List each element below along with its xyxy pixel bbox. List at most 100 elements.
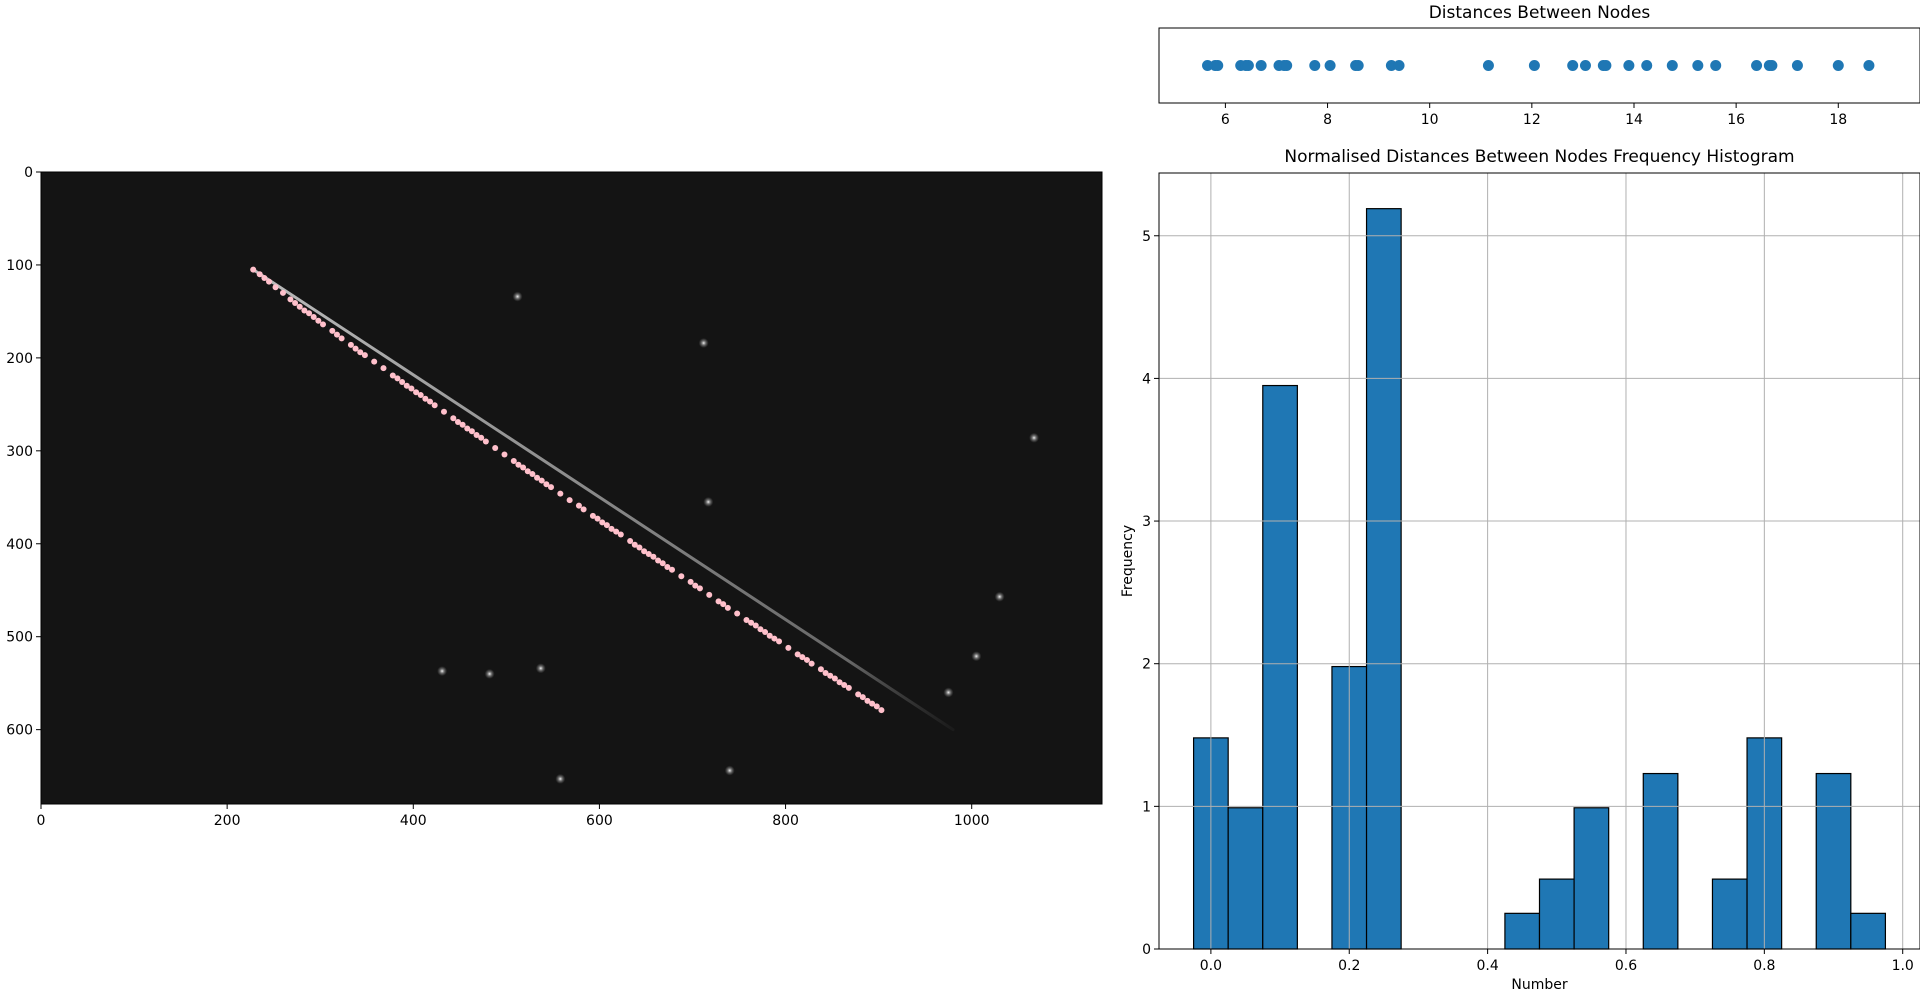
distance-point-18 xyxy=(1567,60,1579,71)
star-8 xyxy=(1029,432,1040,443)
node-marker-23 xyxy=(389,372,396,379)
node-marker-65 xyxy=(631,541,638,548)
distance-point-6 xyxy=(1255,60,1267,71)
node-marker-29 xyxy=(417,392,424,399)
hist-ytick-label-5: 5 xyxy=(1142,229,1151,245)
node-marker-104 xyxy=(859,694,866,701)
histogram-ylabel: Frequency xyxy=(1120,525,1136,597)
star-7 xyxy=(994,591,1005,602)
node-marker-10 xyxy=(306,310,313,317)
node-marker-36 xyxy=(459,421,466,428)
distance-point-15 xyxy=(1393,60,1405,71)
node-marker-34 xyxy=(450,415,457,422)
node-marker-31 xyxy=(427,398,434,405)
distance-point-31 xyxy=(1832,60,1844,71)
distance-point-32 xyxy=(1863,60,1875,71)
star-2 xyxy=(437,666,448,677)
distance-point-13 xyxy=(1352,60,1364,71)
node-marker-73 xyxy=(669,566,676,573)
node-marker-101 xyxy=(841,682,848,689)
node-marker-18 xyxy=(352,345,359,352)
node-marker-12 xyxy=(315,317,322,324)
node-marker-42 xyxy=(492,445,499,452)
distance-point-2 xyxy=(1212,60,1224,71)
distance-point-9 xyxy=(1281,60,1293,71)
node-marker-40 xyxy=(478,434,485,441)
node-marker-92 xyxy=(794,651,801,658)
node-marker-47 xyxy=(524,468,531,475)
node-marker-4 xyxy=(272,284,279,291)
node-marker-96 xyxy=(817,666,824,673)
node-marker-55 xyxy=(575,502,582,509)
node-marker-21 xyxy=(371,358,378,365)
image-xtick-label-3: 600 xyxy=(586,813,613,829)
node-marker-76 xyxy=(692,582,699,589)
distance-point-19 xyxy=(1579,60,1591,71)
distance-point-14 xyxy=(1385,60,1397,71)
node-marker-70 xyxy=(655,557,662,564)
histogram-bar-11 xyxy=(1815,772,1852,950)
node-marker-59 xyxy=(599,519,606,526)
node-marker-68 xyxy=(645,550,652,557)
distances-strip-panel: Distances Between Nodes 6 8 10 12 14 16 18 xyxy=(1158,3,1920,128)
node-marker-50 xyxy=(538,477,545,484)
distance-point-0 xyxy=(1202,60,1214,71)
node-marker-46 xyxy=(520,464,527,471)
node-marker-7 xyxy=(292,300,299,307)
image-frame xyxy=(40,171,1103,805)
node-marker-49 xyxy=(534,474,541,481)
strip-xtick-label-2: 10 xyxy=(1421,112,1439,128)
distance-point-17 xyxy=(1528,60,1540,71)
node-marker-28 xyxy=(413,389,420,396)
image-xtick-label-5: 1000 xyxy=(954,813,990,829)
node-marker-90 xyxy=(776,638,783,645)
hist-ytick-label-4: 4 xyxy=(1142,371,1151,387)
node-marker-2 xyxy=(261,274,268,281)
distance-point-29 xyxy=(1766,60,1778,71)
node-marker-5 xyxy=(279,289,286,296)
node-marker-30 xyxy=(422,395,429,402)
image-ytick-label-0: 0 xyxy=(24,165,33,181)
node-marker-13 xyxy=(320,321,327,328)
node-marker-14 xyxy=(329,327,336,334)
distance-point-16 xyxy=(1482,60,1494,71)
strip-xtick-label-1: 8 xyxy=(1323,112,1332,128)
histogram-bar-8 xyxy=(1642,772,1679,950)
hist-xtick-label-5: 1.0 xyxy=(1892,958,1914,974)
node-marker-74 xyxy=(678,573,685,580)
image-background xyxy=(41,172,1102,804)
node-marker-43 xyxy=(501,451,508,458)
strip-title: Distances Between Nodes xyxy=(1429,3,1651,23)
node-marker-6 xyxy=(287,296,294,303)
hist-ytick-label-3: 3 xyxy=(1142,514,1151,530)
node-marker-80 xyxy=(720,601,727,608)
distance-point-10 xyxy=(1309,60,1321,71)
node-marker-75 xyxy=(687,578,694,585)
node-marker-53 xyxy=(557,490,564,497)
star-6 xyxy=(971,651,982,662)
node-marker-38 xyxy=(468,428,475,435)
image-xtick-label-1: 200 xyxy=(214,813,241,829)
strip-xtick-label-0: 6 xyxy=(1221,112,1230,128)
node-marker-88 xyxy=(766,632,773,639)
node-marker-26 xyxy=(403,382,410,389)
star-10 xyxy=(724,765,735,776)
distance-point-21 xyxy=(1600,60,1612,71)
image-ytick-label-6: 600 xyxy=(6,723,33,739)
star-4 xyxy=(535,663,546,674)
image-ytick-label-4: 400 xyxy=(6,537,33,553)
hist-ytick-label-0: 0 xyxy=(1142,942,1151,958)
node-marker-52 xyxy=(548,484,555,491)
node-marker-77 xyxy=(696,585,703,592)
strip-xtick-label-4: 14 xyxy=(1625,112,1643,128)
node-marker-71 xyxy=(659,560,666,567)
node-marker-17 xyxy=(347,341,354,348)
meteor-streak xyxy=(251,268,955,732)
node-marker-105 xyxy=(864,697,871,704)
node-marker-103 xyxy=(855,691,862,698)
histogram-panel: Normalised Distances Between Nodes Frequ… xyxy=(1120,147,1920,993)
histogram-bar-5 xyxy=(1504,912,1541,950)
star-3 xyxy=(484,668,495,679)
distance-point-24 xyxy=(1666,60,1678,71)
histogram-bar-9 xyxy=(1711,878,1748,950)
